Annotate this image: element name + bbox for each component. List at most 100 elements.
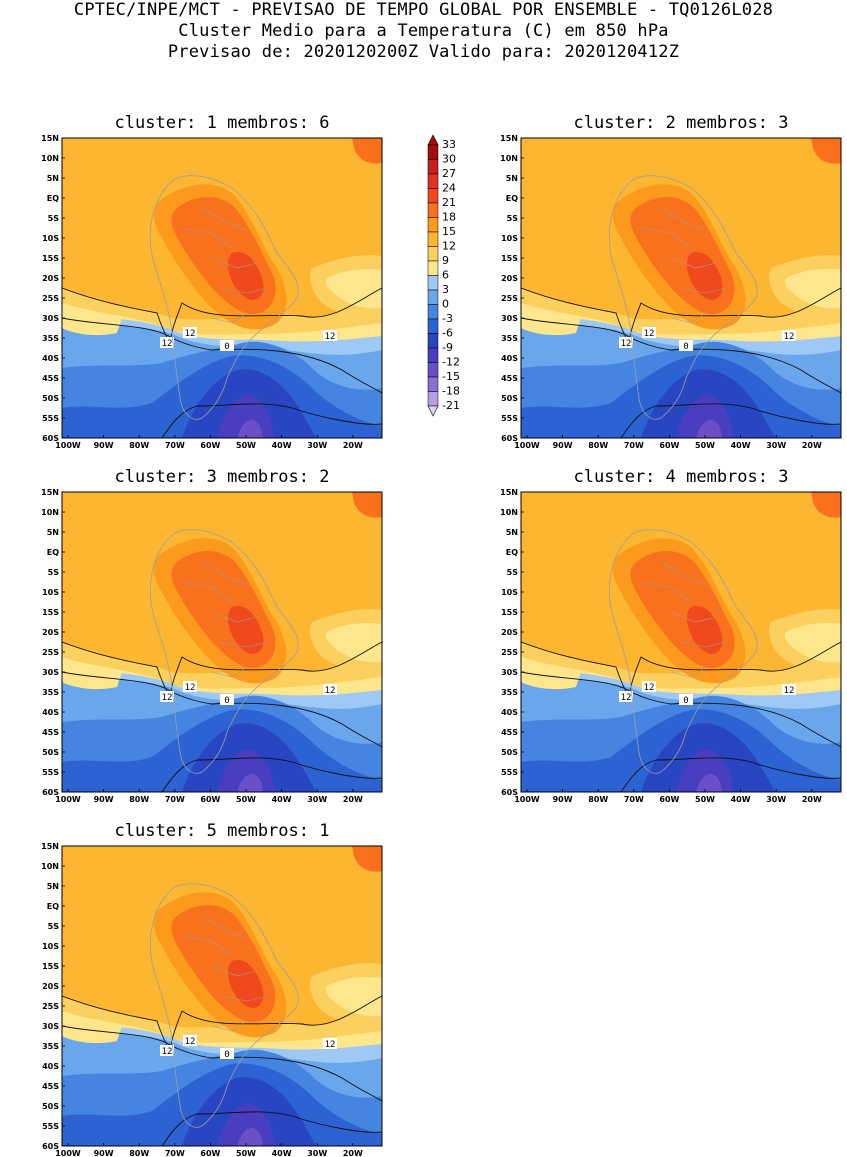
- lon-label: 40W: [731, 441, 751, 450]
- contour-label-12: 12: [162, 693, 173, 703]
- map-frame: [520, 491, 842, 793]
- lat-label: 30S: [501, 314, 518, 323]
- colorbar-label: 30: [442, 153, 456, 166]
- lat-label: 10S: [501, 588, 518, 597]
- contour-label-0-bg: [220, 1048, 234, 1059]
- band-21-24-top: [811, 492, 841, 518]
- colorbar-swatch: [427, 347, 439, 363]
- contour-label-12-bg: [782, 684, 796, 695]
- lat-label: 35S: [501, 688, 518, 697]
- lat-label: EQ: [47, 548, 59, 557]
- lat-label: 15S: [501, 608, 518, 617]
- map-frame: [61, 137, 383, 439]
- lon-label: 50W: [695, 441, 715, 450]
- colorbar-swatch: [427, 159, 439, 175]
- contour-label-0-bg: [679, 340, 693, 351]
- lat-label: 45S: [501, 728, 518, 737]
- lat-label: 40S: [42, 708, 59, 717]
- colorbar-label: -15: [442, 370, 460, 383]
- lat-label: 15N: [500, 488, 518, 497]
- lat-label: 55S: [42, 414, 59, 423]
- band-9-12-coast: [521, 662, 581, 690]
- lat-label: 60S: [501, 788, 518, 797]
- band-21-24-top: [352, 846, 382, 872]
- contour-0: [62, 1025, 382, 1102]
- contour-label-12: 12: [185, 1037, 196, 1047]
- lat-label: 10S: [42, 942, 59, 951]
- lat-label: 15S: [42, 254, 59, 263]
- lon-label: 40W: [731, 795, 751, 804]
- lat-label: 30S: [42, 668, 59, 677]
- contour-label-12-bg: [323, 684, 337, 695]
- contour-label-12-bg: [183, 1035, 197, 1046]
- colorbar-swatch: [427, 376, 439, 392]
- band-m12-m9: [696, 774, 722, 792]
- lon-label: 30W: [307, 795, 327, 804]
- band-9-12-east: [325, 268, 382, 309]
- colorbar-swatch: [427, 289, 439, 305]
- lat-label: 15N: [41, 134, 59, 143]
- lat-label: 35S: [42, 1042, 59, 1051]
- lat-label: 25S: [501, 294, 518, 303]
- band-9-12-coast: [62, 662, 122, 690]
- contour-12: [62, 287, 382, 345]
- lat-label: 20S: [501, 628, 518, 637]
- country-borders: [181, 207, 268, 324]
- band-24-27: [686, 252, 723, 300]
- lon-label: 20W: [343, 1149, 363, 1157]
- lon-label: 90W: [94, 441, 114, 450]
- lat-label: 20S: [501, 274, 518, 283]
- colorbar-label: -9: [442, 341, 453, 354]
- contour-0: [62, 317, 382, 394]
- contour-label-12-bg: [323, 330, 337, 341]
- lat-label: 15S: [42, 962, 59, 971]
- coastline: [608, 175, 758, 420]
- lat-label: 5N: [47, 174, 59, 183]
- contour-label-0: 0: [683, 342, 688, 352]
- header-line-2: Cluster Medio para a Temperatura (C) em …: [178, 21, 669, 41]
- contour-label-12: 12: [621, 693, 632, 703]
- contour-label-0: 0: [224, 696, 229, 706]
- lon-label: 50W: [236, 441, 256, 450]
- panel-title: cluster: 2 membros: 3: [573, 113, 789, 133]
- lat-label: 25S: [501, 648, 518, 657]
- contour-label-12-bg: [619, 691, 633, 702]
- colorbar-label: 21: [442, 196, 456, 209]
- band-m12-m9: [237, 774, 263, 792]
- contour-label-0-bg: [679, 694, 693, 705]
- lat-label: 35S: [42, 334, 59, 343]
- lat-label: 5N: [506, 174, 518, 183]
- contour-label-12-bg: [782, 330, 796, 341]
- lon-label: 90W: [94, 1149, 114, 1157]
- lon-label: 60W: [200, 441, 220, 450]
- colorbar-swatch: [427, 144, 439, 160]
- band-m12-m9: [237, 420, 263, 438]
- band-m12-m9: [237, 1128, 263, 1146]
- colorbar-swatch: [427, 318, 439, 334]
- colorbar-swatch: [427, 304, 439, 320]
- lat-label: 5S: [48, 214, 60, 223]
- colorbar-swatch: [427, 260, 439, 276]
- colorbar-swatch: [427, 231, 439, 247]
- lat-label: 45S: [42, 728, 59, 737]
- colorbar-label: 6: [442, 269, 449, 282]
- lon-label: 30W: [766, 795, 786, 804]
- band-24-27: [686, 606, 723, 654]
- lon-label: 80W: [129, 441, 149, 450]
- lat-label: 30S: [501, 668, 518, 677]
- lat-label: 50S: [501, 748, 518, 757]
- country-borders: [640, 561, 727, 678]
- lat-label: 5S: [507, 214, 519, 223]
- lat-label: 20S: [42, 274, 59, 283]
- lon-label: 40W: [272, 795, 292, 804]
- colorbar-label: 3: [442, 283, 449, 296]
- lon-label: 20W: [343, 441, 363, 450]
- lon-label: 90W: [553, 441, 573, 450]
- colorbar-swatch: [427, 188, 439, 204]
- lat-label: 60S: [501, 434, 518, 443]
- colorbar-label: -21: [442, 399, 460, 412]
- contour-0: [521, 671, 841, 748]
- lat-label: 25S: [42, 294, 59, 303]
- lat-label: 20S: [42, 628, 59, 637]
- lat-label: 40S: [42, 354, 59, 363]
